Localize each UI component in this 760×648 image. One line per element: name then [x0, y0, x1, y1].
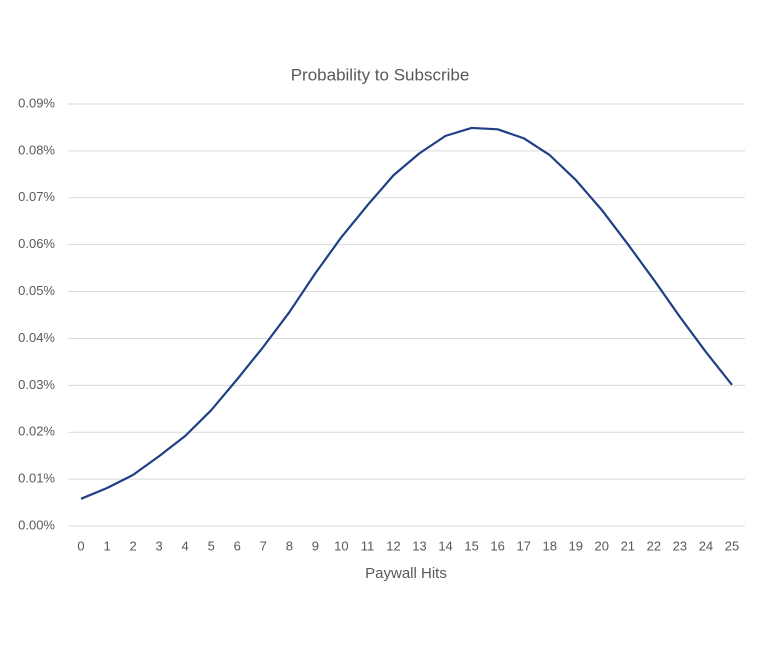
x-tick-label: 2: [129, 538, 136, 553]
y-tick-label: 0.03%: [18, 377, 55, 392]
x-tick-label: 15: [464, 538, 478, 553]
x-tick-label: 20: [595, 538, 609, 553]
y-tick-label: 0.00%: [18, 517, 55, 532]
x-tick-label: 13: [412, 538, 426, 553]
x-tick-label: 0: [77, 538, 84, 553]
y-tick-label: 0.01%: [18, 471, 55, 486]
y-tick-label: 0.08%: [18, 142, 55, 157]
y-tick-label: 0.06%: [18, 236, 55, 251]
x-tick-label: 24: [699, 538, 713, 553]
x-tick-label: 1: [103, 538, 110, 553]
x-tick-label: 19: [569, 538, 583, 553]
x-tick-label: 8: [286, 538, 293, 553]
x-tick-label: 4: [182, 538, 189, 553]
y-tick-label: 0.05%: [18, 283, 55, 298]
x-tick-label: 3: [156, 538, 163, 553]
x-tick-label: 25: [725, 538, 739, 553]
series-line: [80, 126, 733, 500]
x-tick-label: 10: [334, 538, 348, 553]
x-tick-label: 23: [673, 538, 687, 553]
y-tick-label: 0.04%: [18, 330, 55, 345]
x-tick-label: 6: [234, 538, 241, 553]
x-tick-label: 5: [208, 538, 215, 553]
y-tick-label: 0.07%: [18, 189, 55, 204]
x-tick-label: 16: [490, 538, 504, 553]
x-tick-label: 9: [312, 538, 319, 553]
x-tick-label: 21: [621, 538, 635, 553]
x-tick-label: 18: [542, 538, 556, 553]
x-tick-label: 11: [361, 538, 375, 553]
x-axis-label: Paywall Hits: [365, 565, 447, 582]
x-tick-label: 12: [386, 538, 400, 553]
y-tick-label: 0.02%: [18, 424, 55, 439]
x-tick-label: 14: [438, 538, 452, 553]
x-tick-label: 22: [647, 538, 661, 553]
x-tick-label: 7: [260, 538, 267, 553]
y-tick-label: 0.09%: [18, 95, 55, 110]
x-tick-label: 17: [516, 538, 530, 553]
chart-title: Probability to Subscribe: [291, 65, 470, 84]
